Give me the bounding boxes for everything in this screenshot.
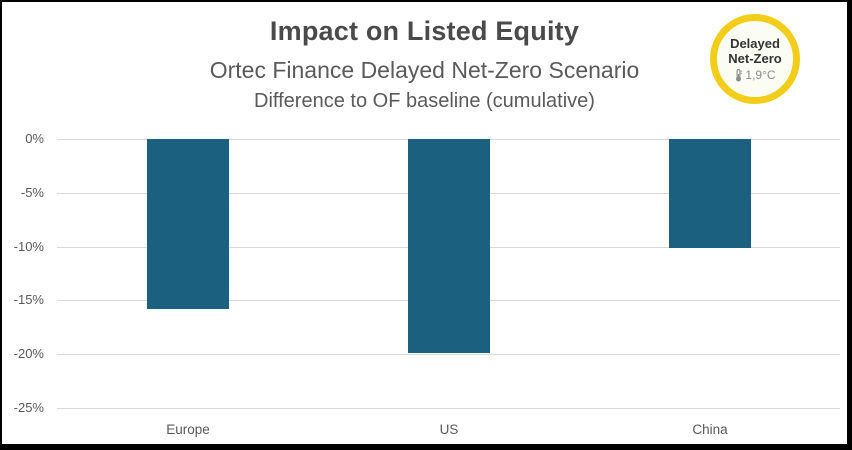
gridline — [57, 354, 840, 355]
y-axis-tick-label: 0% — [25, 131, 44, 146]
scenario-badge: Delayed Net-Zero 1,9°C — [710, 14, 800, 104]
bar-europe — [147, 139, 229, 309]
y-axis-tick-label: -25% — [13, 400, 44, 415]
gridline — [57, 408, 840, 409]
x-axis-category-label: China — [692, 422, 728, 437]
badge-title-line1: Delayed — [730, 36, 780, 51]
bar-us — [408, 139, 490, 353]
x-axis-category-label: US — [439, 422, 459, 437]
badge-temperature-row: 1,9°C — [734, 68, 776, 82]
badge-temperature: 1,9°C — [745, 68, 776, 82]
y-axis-tick-label: -10% — [13, 239, 44, 254]
thermometer-icon — [736, 68, 743, 81]
badge-title-line2: Net-Zero — [728, 51, 782, 66]
y-axis-tick-label: -20% — [13, 346, 44, 361]
chart-subtitle-note: Difference to OF baseline (cumulative) — [254, 90, 595, 112]
y-axis-tick-label: -5% — [20, 185, 44, 200]
y-axis-tick-label: -15% — [13, 292, 44, 307]
x-axis-category-label: Europe — [166, 422, 210, 437]
bar-china — [669, 139, 751, 248]
